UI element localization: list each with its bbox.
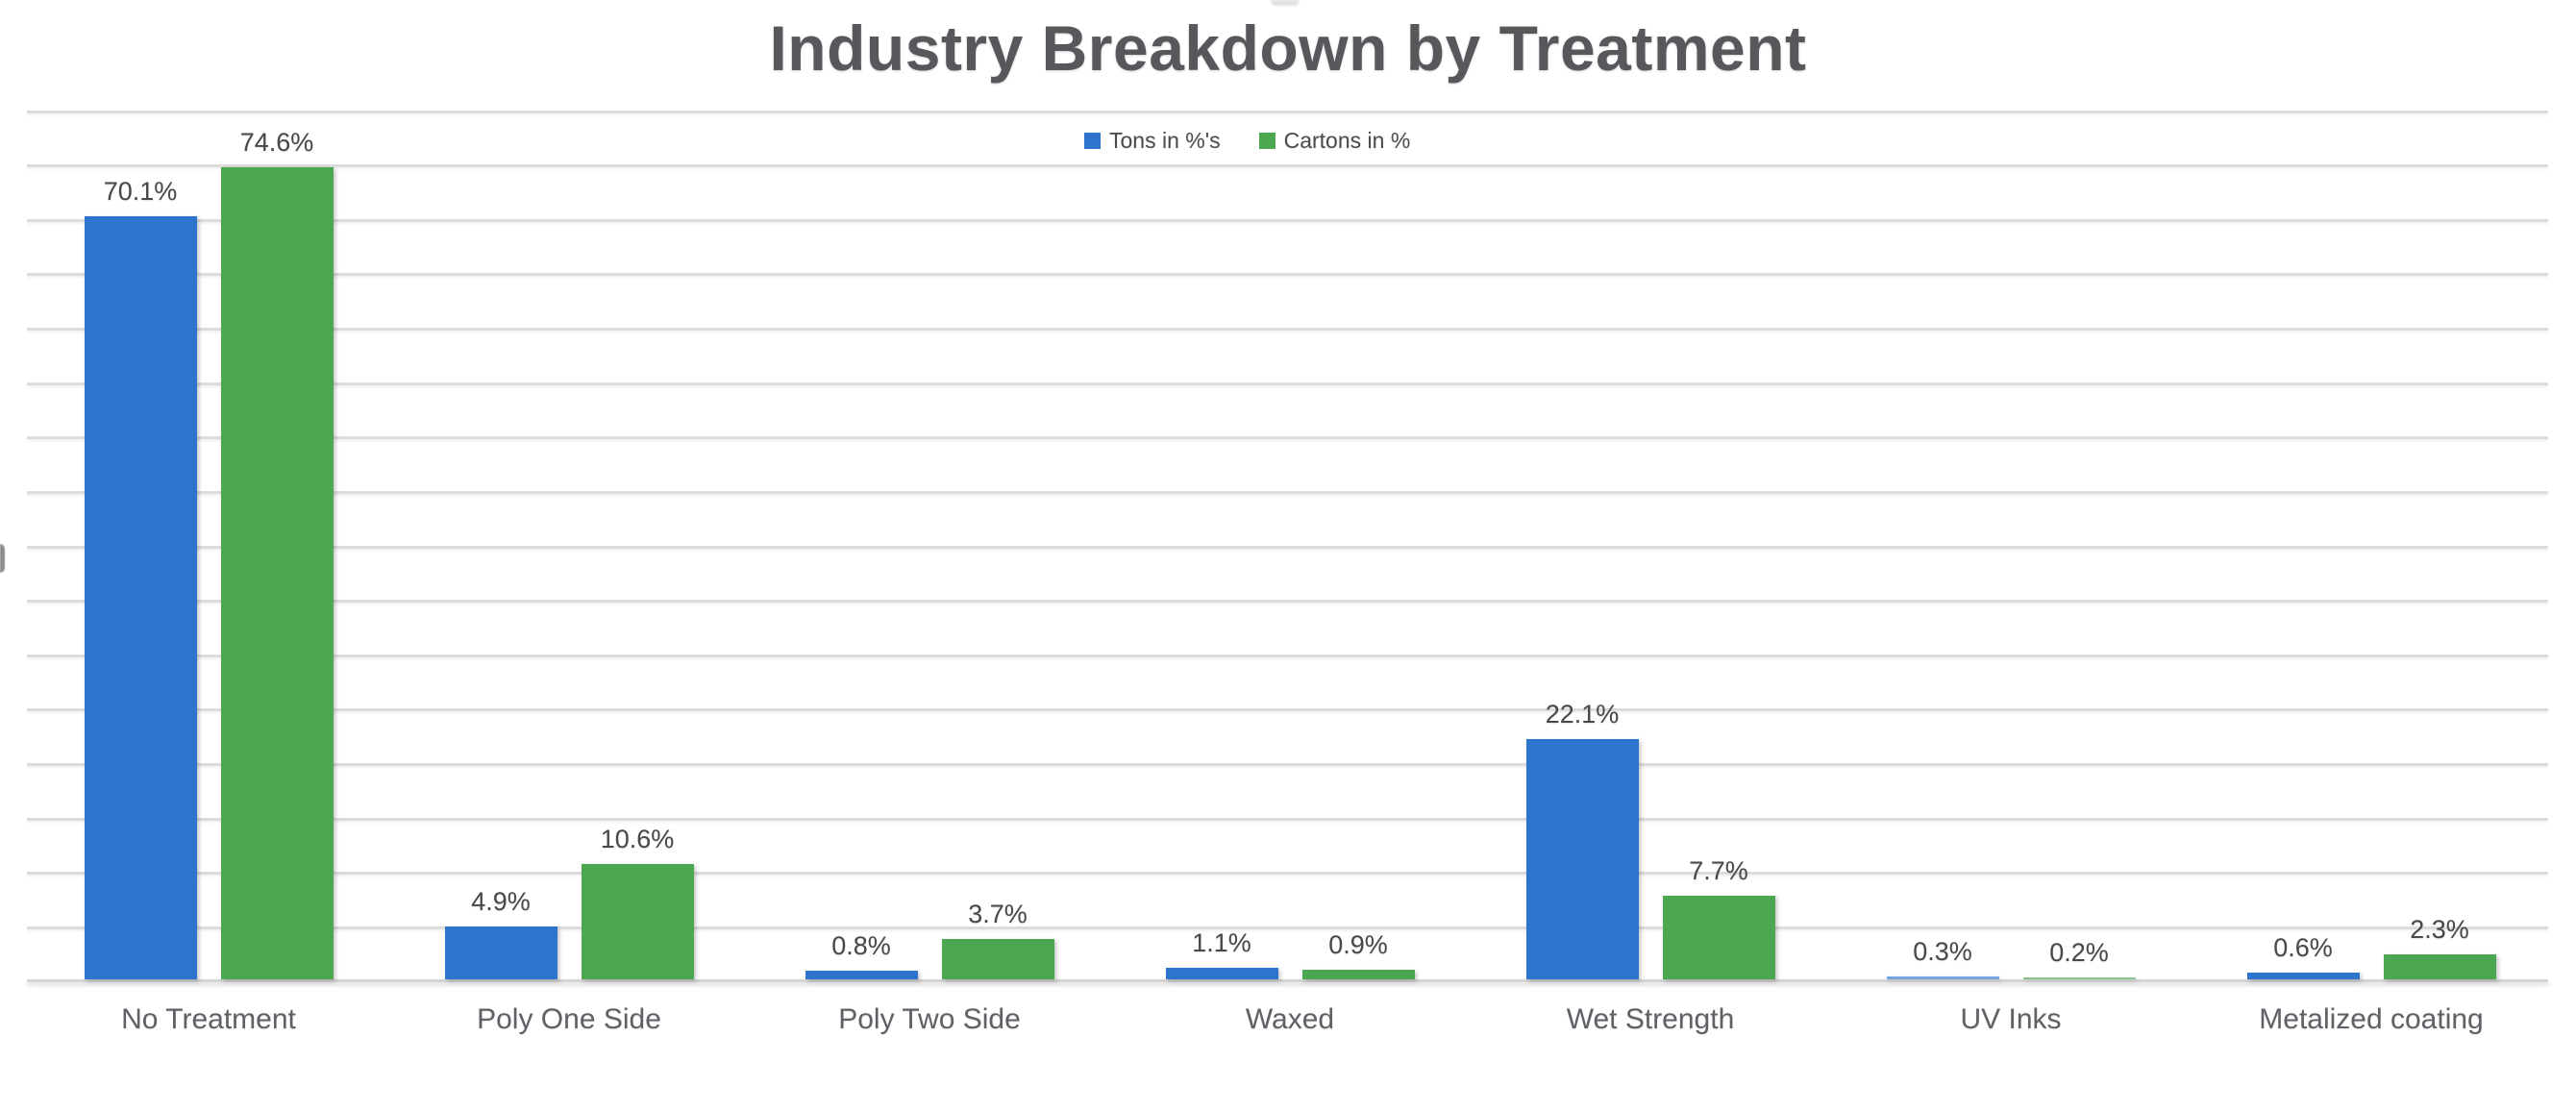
- x-axis-label-poly-two-side: Poly Two Side: [838, 1003, 1021, 1035]
- legend-label-tons: Tons in %'s: [1109, 128, 1221, 153]
- chart-legend: Tons in %'s Cartons in %: [1084, 128, 1410, 154]
- legend-swatch-cartons-icon: [1258, 133, 1276, 149]
- gridline: [27, 490, 2548, 494]
- clipped-y-axis-label: [0, 544, 5, 573]
- gridline: [27, 110, 2548, 113]
- legend-item-tons[interactable]: Tons in %'s: [1084, 128, 1221, 154]
- legend-item-cartons[interactable]: Cartons in %: [1258, 128, 1411, 154]
- gridline: [27, 218, 2548, 222]
- bar-value-label: 22.1%: [1545, 699, 1620, 728]
- bar-tons-in-s-metalized-coating[interactable]: [2246, 973, 2360, 979]
- clipped-element-top-icon: [1271, 0, 1300, 6]
- x-axis-label-poly-one-side: Poly One Side: [477, 1003, 661, 1035]
- bar-cartons-in--uv-inks[interactable]: [2022, 976, 2136, 979]
- bar-value-label: 0.3%: [1913, 936, 1972, 966]
- bar-cartons-in--wet-strength[interactable]: [1662, 895, 1775, 979]
- gridline: [27, 763, 2548, 766]
- gridline: [27, 872, 2548, 876]
- x-axis-line: [27, 979, 2548, 982]
- bar-tons-in-s-wet-strength[interactable]: [1525, 738, 1639, 979]
- bar-cartons-in--no-treatment[interactable]: [220, 167, 334, 979]
- x-axis-label-wet-strength: Wet Strength: [1566, 1003, 1735, 1035]
- bar-value-label: 0.6%: [2273, 933, 2333, 963]
- gridline: [27, 817, 2548, 821]
- legend-label-cartons: Cartons in %: [1283, 128, 1411, 153]
- bar-value-label: 10.6%: [600, 824, 675, 853]
- bar-value-label: 1.1%: [1192, 927, 1251, 957]
- bar-cartons-in--poly-two-side[interactable]: [941, 939, 1054, 979]
- bar-value-label: 0.9%: [1328, 929, 1388, 959]
- bar-value-label: 0.8%: [831, 930, 891, 960]
- bar-tons-in-s-waxed[interactable]: [1165, 967, 1278, 979]
- chart-title: Industry Breakdown by Treatment: [769, 12, 1807, 84]
- bar-value-label: 3.7%: [968, 900, 1028, 929]
- x-axis-label-uv-inks: UV Inks: [1960, 1003, 2062, 1035]
- bar-value-label: 4.9%: [471, 886, 531, 916]
- gridline: [27, 382, 2548, 385]
- gridline: [27, 654, 2548, 657]
- bar-tons-in-s-poly-two-side[interactable]: [805, 970, 918, 979]
- bar-tons-in-s-poly-one-side[interactable]: [444, 926, 557, 979]
- gridline: [27, 164, 2548, 168]
- gridline: [27, 436, 2548, 440]
- gridline: [27, 708, 2548, 712]
- plot-area: 70.1% 4.9% 0.8% 1.1% 22.1% 0.3% 0.6% 74.6% 10.6%…: [27, 110, 2548, 982]
- x-axis-label-no-treatment: No Treatment: [121, 1003, 296, 1035]
- legend-swatch-tons-icon: [1084, 133, 1101, 149]
- bar-value-label: 70.1%: [103, 177, 178, 207]
- x-axis-label-waxed: Waxed: [1245, 1003, 1335, 1035]
- bar-cartons-in--poly-one-side[interactable]: [581, 863, 694, 979]
- bar-value-label: 2.3%: [2410, 914, 2469, 944]
- gridline: [27, 328, 2548, 331]
- bar-value-label: 0.2%: [2049, 937, 2109, 967]
- gridline: [27, 273, 2548, 277]
- gridline: [27, 545, 2548, 549]
- bar-tons-in-s-uv-inks[interactable]: [1886, 975, 1999, 979]
- x-axis-label-metalized-coating: Metalized coating: [2259, 1003, 2484, 1035]
- bar-value-label: 74.6%: [239, 128, 314, 158]
- bar-value-label: 7.7%: [1689, 855, 1748, 885]
- bar-tons-in-s-no-treatment[interactable]: [84, 216, 197, 979]
- bar-cartons-in--waxed[interactable]: [1301, 969, 1415, 979]
- gridline: [27, 926, 2548, 929]
- gridline: [27, 600, 2548, 604]
- bar-cartons-in--metalized-coating[interactable]: [2383, 953, 2496, 979]
